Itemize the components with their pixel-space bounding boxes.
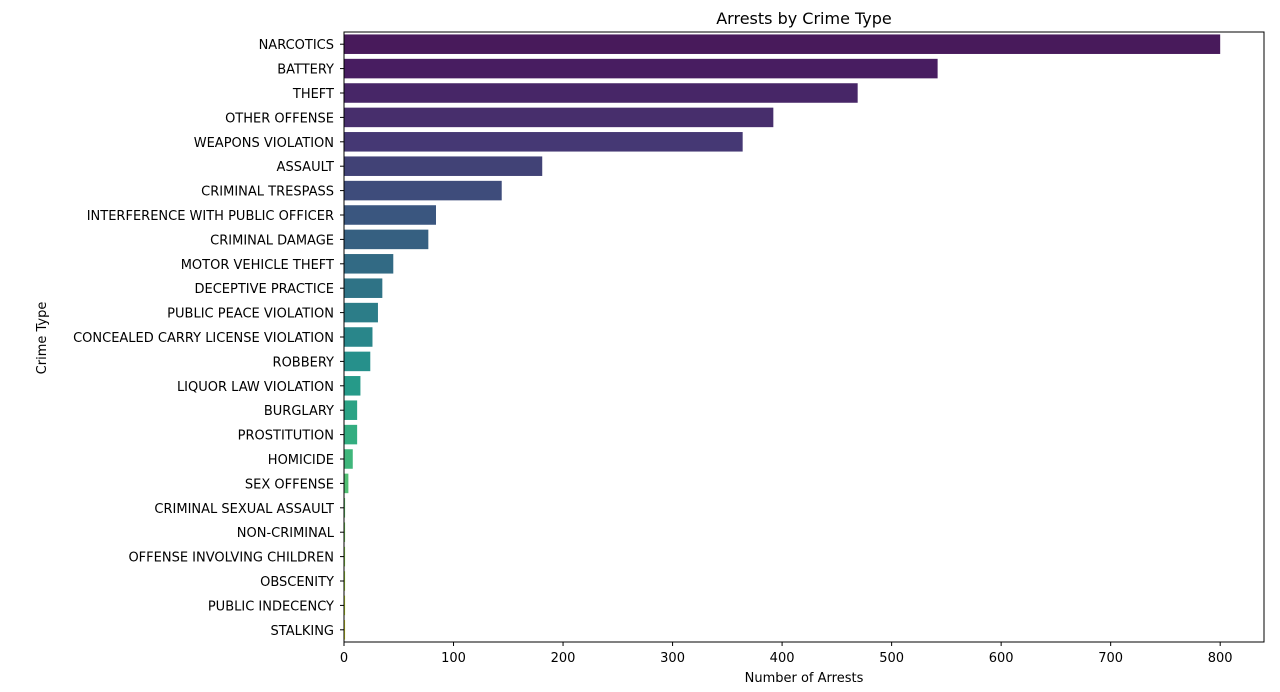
x-tick-label: 500 <box>879 651 904 666</box>
x-tick-label: 800 <box>1208 651 1233 666</box>
bar-non-criminal <box>344 522 346 542</box>
bar-prostitution <box>344 424 358 445</box>
bar-concealed-carry-license-violation <box>344 327 373 347</box>
bar-criminal-damage <box>344 229 429 250</box>
y-tick-label: NARCOTICS <box>259 38 334 53</box>
y-tick-label: ASSAULT <box>277 160 334 175</box>
bar-liquor-law-violation <box>344 376 361 396</box>
chart-title: Arrests by Crime Type <box>716 9 892 28</box>
bar-public-peace-violation <box>344 302 378 323</box>
y-tick-label: PROSTITUTION <box>238 429 334 444</box>
bar-public-indecency <box>344 595 346 616</box>
bar-narcotics <box>344 34 1221 54</box>
x-tick-label: 200 <box>551 651 576 666</box>
plot-area: NARCOTICS BATTERY THEFT OTHER OFFENSE WEAPON… <box>73 31 1265 666</box>
y-axis-label: Crime Type <box>35 302 50 375</box>
y-tick-label: THEFT <box>292 87 334 102</box>
bar-obscenity <box>344 571 346 591</box>
y-tick-label: ROBBERY <box>273 355 335 370</box>
y-tick-label: CRIMINAL SEXUAL ASSAULT <box>154 502 334 517</box>
bar-criminal-sexual-assault <box>344 498 346 518</box>
y-tick-label: OBSCENITY <box>260 575 334 590</box>
bar-theft <box>344 83 858 103</box>
bar-robbery <box>344 351 371 372</box>
bar-motor-vehicle-theft <box>344 254 394 274</box>
bar-sex-offense <box>344 473 349 494</box>
x-tick-label: 600 <box>989 651 1014 666</box>
bar-stalking <box>344 620 346 640</box>
y-tick-label: LIQUOR LAW VIOLATION <box>177 380 334 395</box>
x-axis-label: Number of Arrests <box>745 671 864 686</box>
y-tick-label: PUBLIC INDECENCY <box>208 599 334 614</box>
x-tick-label: 100 <box>441 651 466 666</box>
y-tick-label: CRIMINAL TRESPASS <box>201 185 334 200</box>
y-tick-label: BURGLARY <box>264 404 334 419</box>
y-tick-label: CRIMINAL DAMAGE <box>210 233 334 248</box>
x-tick-label: 700 <box>1098 651 1123 666</box>
bar-deceptive-practice <box>344 278 383 298</box>
y-tick-label: OTHER OFFENSE <box>225 111 334 126</box>
x-tick-label: 0 <box>340 651 348 666</box>
x-tick-label: 300 <box>660 651 685 666</box>
bar-criminal-trespass <box>344 180 502 201</box>
y-tick-label: WEAPONS VIOLATION <box>194 136 334 151</box>
y-tick-label: INTERFERENCE WITH PUBLIC OFFICER <box>87 209 334 224</box>
bar-interference-with-public-officer <box>344 205 436 225</box>
bar-homicide <box>344 449 353 469</box>
bar-burglary <box>344 400 358 420</box>
y-tick-label: PUBLIC PEACE VIOLATION <box>167 307 334 322</box>
bar-battery <box>344 58 938 79</box>
bar-offense-involving-children <box>344 546 346 567</box>
bar-assault <box>344 156 543 176</box>
y-tick-label: MOTOR VEHICLE THEFT <box>181 258 334 273</box>
y-tick-label: NON-CRIMINAL <box>237 526 335 541</box>
y-tick-label: STALKING <box>271 624 334 639</box>
bar-weapons-violation <box>344 132 743 152</box>
y-tick-label: SEX OFFENSE <box>245 477 334 492</box>
y-tick-label: HOMICIDE <box>268 453 334 468</box>
x-tick-label: 400 <box>770 651 795 666</box>
y-tick-label: BATTERY <box>277 63 334 78</box>
bar-other-offense <box>344 107 774 128</box>
y-tick-label: CONCEALED CARRY LICENSE VIOLATION <box>73 331 334 346</box>
plot-frame <box>343 31 1265 643</box>
y-tick-label: OFFENSE INVOLVING CHILDREN <box>128 551 334 566</box>
y-tick-label: DECEPTIVE PRACTICE <box>194 282 334 297</box>
